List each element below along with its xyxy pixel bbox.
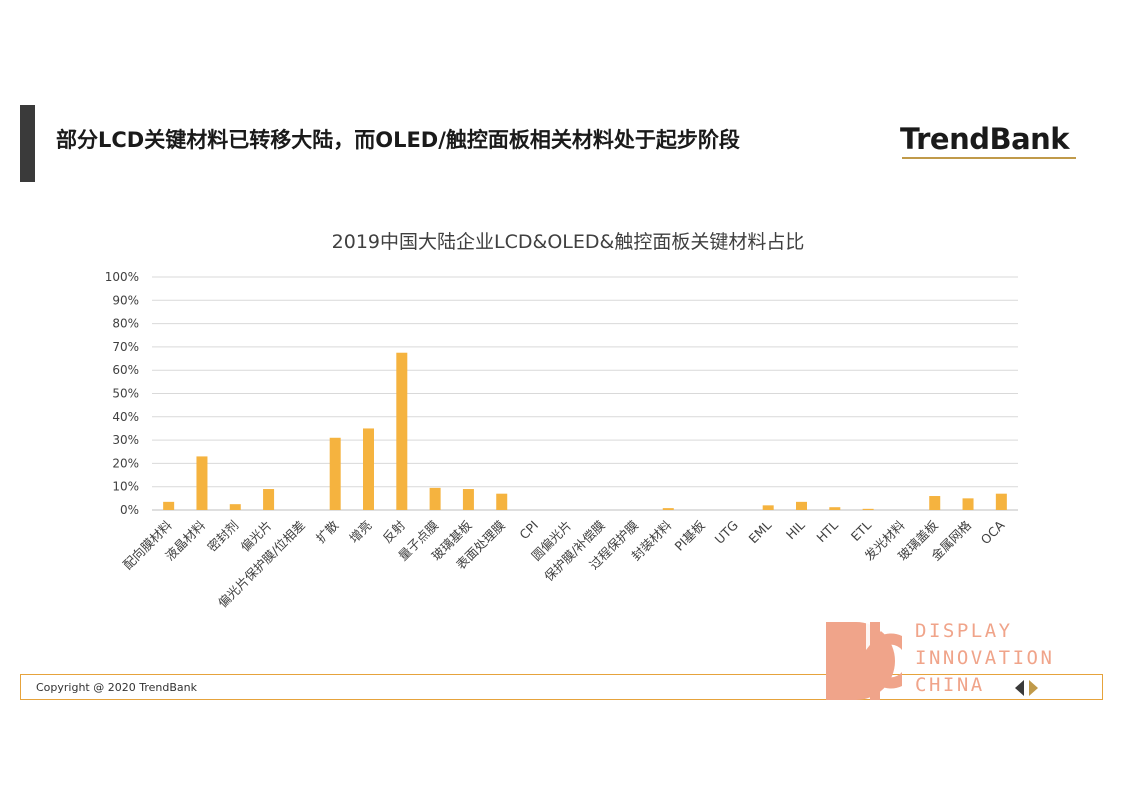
y-tick-label: 50% xyxy=(112,387,139,401)
bar xyxy=(662,508,674,510)
footer-bar xyxy=(20,674,1103,700)
x-tick-label: ETL xyxy=(848,517,875,544)
dic-logo-mark xyxy=(826,622,902,700)
title-accent-bar xyxy=(20,105,35,182)
bar xyxy=(995,493,1007,510)
y-tick-label: 70% xyxy=(112,340,139,354)
y-tick-label: 30% xyxy=(112,433,139,447)
bar xyxy=(363,428,374,510)
y-tick-label: 100% xyxy=(105,270,139,284)
triangle-right-icon[interactable] xyxy=(1029,680,1038,696)
x-tick-label: OCA xyxy=(978,517,1008,547)
bar xyxy=(962,498,974,510)
bar xyxy=(396,352,408,510)
bar xyxy=(196,456,208,510)
y-tick-label: 40% xyxy=(112,410,139,424)
triangle-left-icon[interactable] xyxy=(1015,680,1024,696)
bar xyxy=(862,508,874,510)
x-tick-label: HIL xyxy=(783,517,808,542)
y-tick-label: 20% xyxy=(112,456,139,470)
y-tick-label: 90% xyxy=(112,293,139,307)
gridlines xyxy=(152,276,1018,511)
bar xyxy=(429,487,441,510)
x-tick-label: CPI xyxy=(516,518,541,543)
bar xyxy=(229,504,241,510)
x-tick-label: UTG xyxy=(712,518,741,547)
y-tick-label: 80% xyxy=(112,317,139,331)
x-tick-label: 反射 xyxy=(380,518,408,546)
dic-logo-line-1: DISPLAY xyxy=(915,620,1013,642)
page-title: 部分LCD关键材料已转移大陆，而OLED/触控面板相关材料处于起步阶段 xyxy=(56,128,740,152)
bar xyxy=(263,489,275,510)
x-tick-label: 密封剂 xyxy=(204,518,241,555)
x-tick-label: 配向膜材料 xyxy=(120,517,175,572)
y-axis-ticks: 0% 10% 20% 30% 40% 50% 60% 70% 80% 90% 100% xyxy=(105,270,139,517)
x-tick-label: PI基板 xyxy=(671,517,708,554)
x-tick-label: EML xyxy=(746,517,775,546)
dic-logo-line-2: INNOVATION xyxy=(915,647,1055,669)
y-tick-label: 10% xyxy=(112,480,139,494)
bars xyxy=(163,352,1007,510)
bar xyxy=(329,437,341,510)
x-tick-label: 增亮 xyxy=(346,518,374,546)
bar xyxy=(796,501,807,510)
slide-nav xyxy=(1015,680,1038,696)
bar xyxy=(762,505,774,510)
bar xyxy=(462,489,474,510)
bar xyxy=(929,496,941,510)
chart-title: 2019中国大陆企业LCD&OLED&触控面板关键材料占比 xyxy=(332,231,805,253)
dic-logo-line-3: CHINA xyxy=(915,674,985,696)
y-tick-label: 0% xyxy=(120,503,139,517)
y-tick-label: 60% xyxy=(112,363,139,377)
logo-underline xyxy=(902,157,1076,159)
bar xyxy=(496,493,508,510)
trendbank-logo: TrendBank xyxy=(900,122,1070,156)
x-tick-label: HTL xyxy=(813,517,841,545)
copyright-text: Copyright @ 2020 TrendBank xyxy=(36,681,197,694)
bar xyxy=(829,507,841,510)
bar xyxy=(163,501,175,510)
x-tick-label: 扩散 xyxy=(313,517,342,546)
